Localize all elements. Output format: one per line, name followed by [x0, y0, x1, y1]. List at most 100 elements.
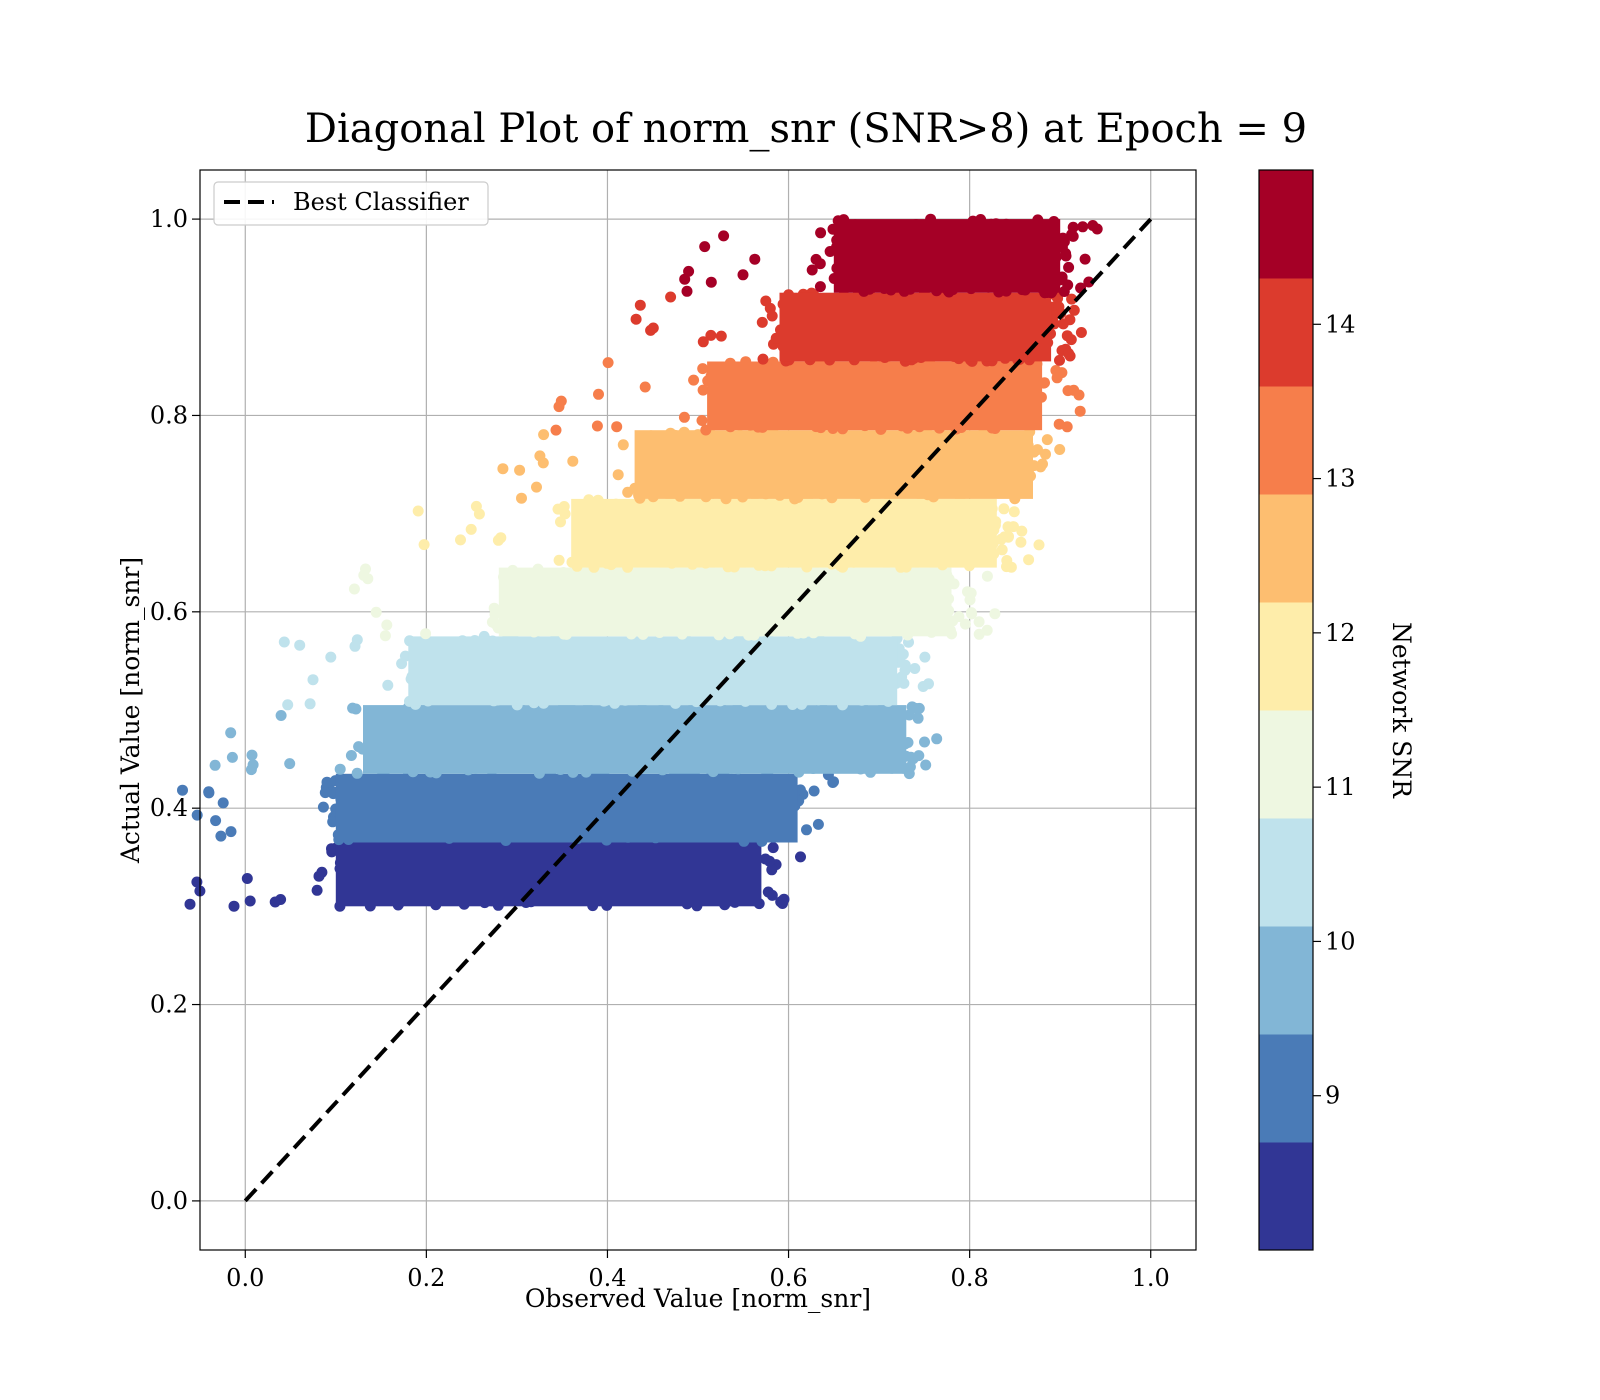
scatter-point: [981, 570, 993, 582]
scatter-point: [381, 619, 393, 631]
x-tick-label: 0.4: [588, 1264, 626, 1292]
scatter-point: [538, 429, 550, 441]
scatter-band-core: [779, 292, 1052, 362]
scatter-point: [317, 801, 329, 813]
scatter-point: [766, 889, 778, 901]
scatter-point: [203, 787, 215, 799]
scatter-point: [1091, 223, 1103, 235]
scatter-point: [715, 330, 727, 342]
colorbar-band: [1259, 170, 1313, 279]
scatter-points: [177, 213, 1103, 912]
scatter-point: [228, 900, 240, 912]
scatter-point: [313, 870, 325, 882]
x-tick-label: 0.2: [407, 1264, 445, 1292]
scatter-point: [909, 663, 921, 674]
scatter-point: [766, 864, 778, 876]
scatter-point: [904, 761, 916, 773]
scatter-point: [683, 265, 695, 277]
scatter-point: [766, 310, 778, 322]
colorbar-band: [1259, 386, 1313, 495]
scatter-point: [1008, 506, 1020, 518]
scatter-point: [1063, 348, 1075, 359]
scatter-point: [184, 898, 196, 910]
scatter-point: [418, 539, 430, 551]
y-axis-label: Actual Value [norm_snr]: [116, 557, 145, 864]
scatter-point: [311, 884, 323, 896]
scatter-point: [767, 842, 779, 854]
colorbar-tick-label: 12: [1325, 619, 1356, 647]
scatter-point: [353, 741, 365, 753]
scatter-point: [269, 896, 281, 908]
scatter-point: [919, 736, 930, 748]
scatter-point: [1066, 293, 1078, 305]
y-tick-label: 0.8: [150, 401, 188, 429]
scatter-band-core: [335, 773, 798, 843]
scatter-point: [488, 602, 500, 614]
scatter-point: [795, 851, 806, 863]
scatter-point: [1053, 418, 1065, 430]
scatter-point: [217, 797, 229, 809]
scatter-point: [808, 785, 820, 797]
y-tick-label: 0.4: [150, 794, 188, 822]
scatter-point: [495, 532, 507, 544]
scatter-point: [379, 630, 391, 642]
scatter-point: [647, 322, 659, 334]
scatter-point: [558, 501, 570, 512]
scatter-band-core: [408, 636, 898, 706]
scatter-point: [327, 816, 339, 828]
colorbar-ticks: 9 10 11 12 13 14: [1313, 310, 1356, 1110]
scatter-point: [473, 508, 485, 520]
scatter-point: [1033, 539, 1045, 551]
scatter-point: [321, 776, 333, 788]
plot-area: [177, 169, 1197, 1251]
scatter-point: [634, 299, 646, 311]
x-tick-label: 0.8: [951, 1264, 989, 1292]
scatter-point: [989, 608, 1001, 620]
legend-label: Best Classifier: [293, 188, 469, 216]
scatter-point: [531, 481, 542, 493]
colorbar-band: [1259, 710, 1313, 819]
scatter-point: [553, 401, 565, 413]
scatter-point: [209, 759, 221, 771]
scatter-point: [1032, 444, 1043, 456]
colorbar-tick-label: 10: [1325, 927, 1356, 955]
scatter-point: [225, 727, 237, 739]
scatter-point: [688, 374, 700, 386]
scatter-point: [294, 639, 306, 651]
colorbar-label: Network SNR: [1387, 622, 1416, 799]
scatter-point: [998, 503, 1010, 515]
colorbar-band: [1259, 1034, 1313, 1143]
scatter-point: [696, 415, 708, 426]
legend-box: [213, 181, 489, 226]
scatter-point: [210, 815, 222, 827]
colorbar-frame: [1258, 169, 1314, 1251]
scatter-point: [920, 759, 932, 771]
scatter-point: [241, 873, 253, 884]
scatter-point: [497, 463, 509, 475]
y-tick-label: 0.2: [150, 991, 188, 1019]
scatter-point: [334, 763, 346, 775]
scatter-point: [953, 611, 965, 623]
scatter-point: [284, 758, 296, 770]
scatter-point: [215, 830, 227, 842]
scatter-point: [899, 664, 911, 676]
scatter-point: [351, 767, 363, 779]
scatter-point: [828, 776, 839, 788]
scatter-point: [812, 818, 824, 830]
colorbar: 9 10 11 12 13 14 Network SNR: [1258, 169, 1416, 1251]
scatter-point: [612, 469, 624, 481]
x-axis-ticks: 0.0 0.2 0.4 0.6 0.8 1.0: [226, 1250, 1170, 1292]
scatter-point: [1077, 221, 1089, 233]
scatter-point: [516, 492, 527, 504]
scatter-point: [697, 336, 709, 348]
scatter-point: [1074, 405, 1086, 417]
scatter-point: [1067, 230, 1079, 242]
scatter-point: [602, 357, 614, 369]
scatter-point: [678, 411, 690, 423]
scatter-point: [1054, 444, 1066, 455]
scatter-point: [617, 439, 629, 451]
colorbar-band: [1259, 278, 1313, 387]
scatter-point: [1067, 221, 1079, 233]
scatter-point: [1002, 521, 1014, 533]
